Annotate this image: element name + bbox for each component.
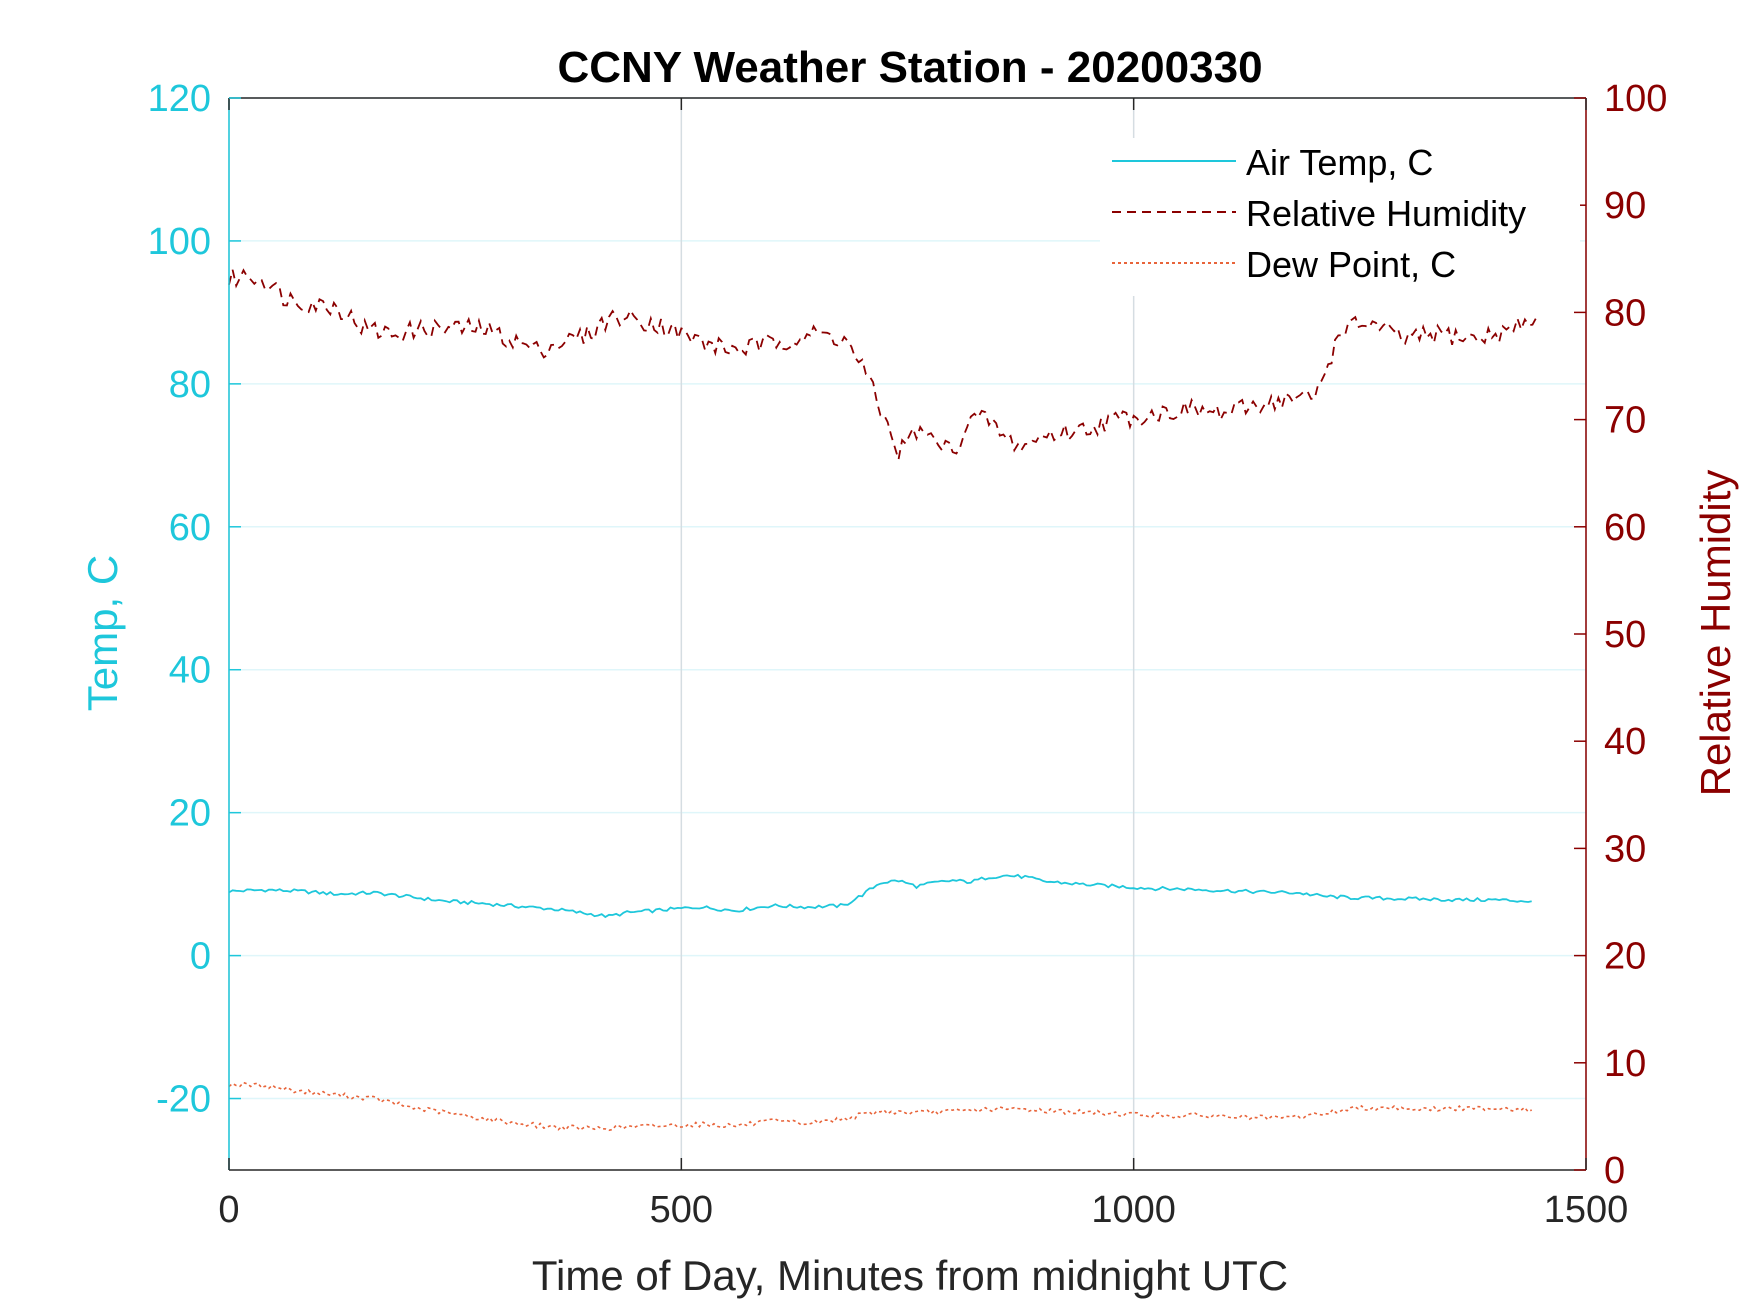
x-tick-label: 1000	[1091, 1189, 1176, 1231]
y-tick-label-left: 60	[169, 507, 211, 549]
legend-label-dew-point: Dew Point, C	[1246, 244, 1456, 285]
legend: Air Temp, C Relative Humidity Dew Point,…	[1100, 138, 1580, 296]
legend-label-air-temp: Air Temp, C	[1246, 142, 1433, 183]
y-tick-label-right: 10	[1604, 1043, 1646, 1085]
y-tick-label-left: 80	[169, 364, 211, 406]
x-tick-label: 0	[218, 1189, 239, 1231]
y-tick-label-right: 60	[1604, 507, 1646, 549]
y-tick-label-right: 90	[1604, 185, 1646, 227]
x-tick-label: 1500	[1544, 1189, 1629, 1231]
y-tick-label-left: 120	[148, 78, 211, 120]
y-tick-label-right: 20	[1604, 936, 1646, 978]
y-tick-label-right: 30	[1604, 828, 1646, 870]
y-axis-label-right: Relative Humidity	[1692, 470, 1739, 797]
x-tick-label: 500	[650, 1189, 713, 1231]
y-tick-label-left: 20	[169, 793, 211, 835]
series-line-air-temp-c	[228, 873, 1532, 919]
y-tick-label-right: 70	[1604, 400, 1646, 442]
y-tick-label-left: -20	[156, 1079, 211, 1121]
series-lines	[228, 268, 1537, 1132]
y-tick-label-left: 0	[190, 936, 211, 978]
y-tick-label-right: 100	[1604, 78, 1667, 120]
legend-label-relative-humidity: Relative Humidity	[1246, 193, 1526, 234]
y-tick-label-left: 100	[148, 221, 211, 263]
y-tick-label-right: 50	[1604, 614, 1646, 656]
y-axis-label-left: Temp, C	[79, 555, 126, 711]
x-axis-label: Time of Day, Minutes from midnight UTC	[532, 1252, 1288, 1299]
series-line-dew-point-c	[228, 1081, 1533, 1132]
y-tick-label-right: 40	[1604, 721, 1646, 763]
legend-box	[1100, 138, 1580, 296]
y-tick-label-right: 80	[1604, 292, 1646, 334]
series-line-relative-humidity	[228, 268, 1537, 460]
tick-labels: 0 500 1000 1500 -20 0 20 40 60 80 100 120 0 10 20 30 40 5…	[148, 78, 1668, 1231]
chart-title: CCNY Weather Station - 20200330	[557, 43, 1262, 92]
y-tick-label-left: 40	[169, 650, 211, 692]
y-tick-label-right: 0	[1604, 1150, 1625, 1192]
